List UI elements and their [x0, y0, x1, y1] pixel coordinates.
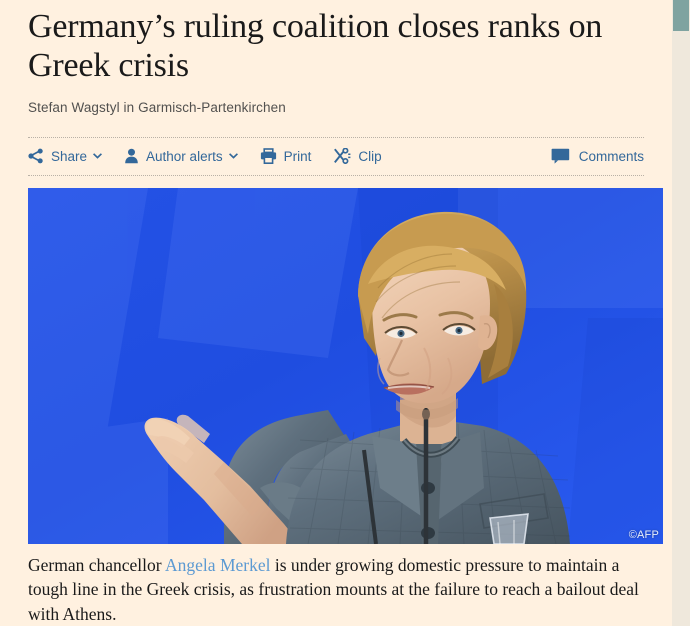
- photo-credit: ©AFP: [628, 528, 659, 541]
- clip-button[interactable]: Clip: [333, 148, 382, 164]
- speech-bubble-icon: [551, 148, 570, 164]
- caption-text-before: German chancellor: [28, 554, 166, 575]
- scissors-icon: [333, 148, 351, 164]
- scrollbar-thumb[interactable]: [673, 0, 689, 31]
- author-alerts-button[interactable]: Author alerts: [124, 148, 238, 164]
- photo-artwork: [28, 187, 663, 544]
- comments-button[interactable]: Comments: [551, 148, 644, 164]
- chevron-down-icon: [228, 153, 238, 159]
- printer-icon: [260, 148, 277, 164]
- byline: Stefan Wagstyl in Garmisch-Partenkirchen: [28, 99, 286, 115]
- article-figure: ©AFP German chancellor Angela Merkel is …: [28, 176, 663, 626]
- article-toolbar: Share Author alerts: [28, 138, 644, 175]
- share-label: Share: [51, 148, 88, 164]
- print-button[interactable]: Print: [260, 148, 312, 164]
- caption-text-after: is under growing domestic pressure to ma…: [28, 554, 639, 625]
- print-label: Print: [283, 148, 312, 164]
- divider-below-toolbar: [28, 174, 644, 176]
- merkel-photo: ©AFP: [28, 187, 663, 544]
- angela-merkel-link[interactable]: Angela Merkel: [165, 554, 271, 575]
- chevron-down-icon: [93, 153, 103, 159]
- article-page: Germany’s ruling coalition closes ranks …: [28, 8, 663, 626]
- divider-above-toolbar: [28, 136, 644, 138]
- clip-label: Clip: [358, 148, 382, 164]
- right-gutter: [672, 0, 690, 626]
- share-button[interactable]: Share: [28, 148, 103, 164]
- author-alerts-label: Author alerts: [146, 148, 223, 164]
- page-title: Germany’s ruling coalition closes ranks …: [28, 8, 603, 84]
- vertical-scrollbar[interactable]: [672, 0, 690, 626]
- figure-caption: German chancellor Angela Merkel is under…: [28, 544, 644, 626]
- person-icon: [124, 148, 139, 164]
- comments-label: Comments: [578, 148, 644, 164]
- share-icon: [28, 148, 44, 164]
- article-content: Germany’s ruling coalition closes ranks …: [28, 8, 663, 626]
